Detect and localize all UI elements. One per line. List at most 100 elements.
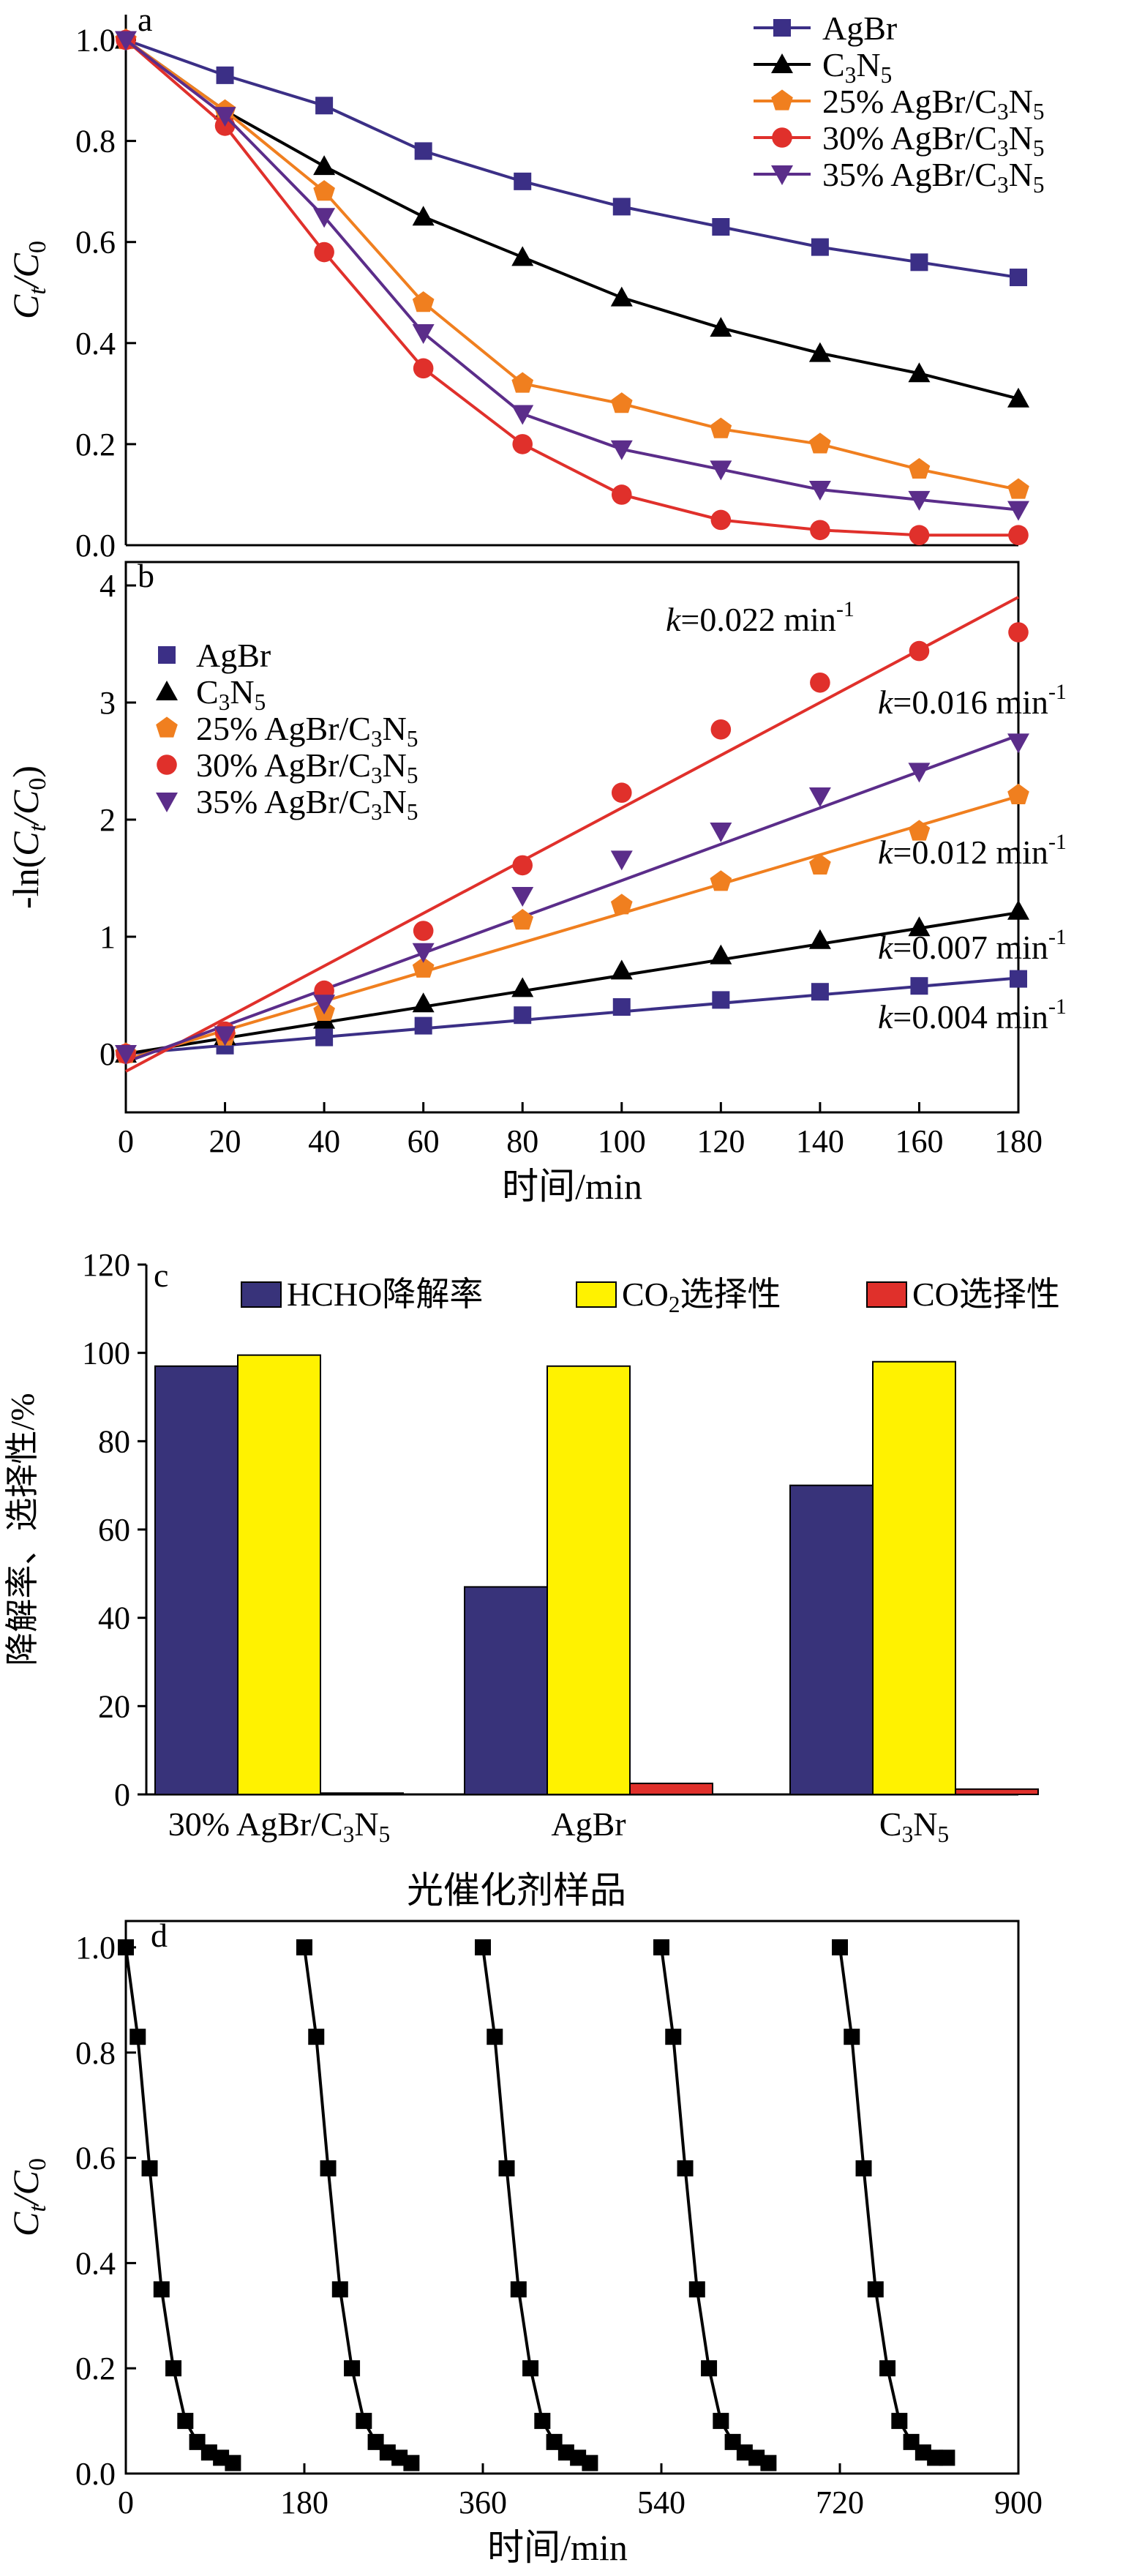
panel-b-y-tick-label: 4 [99, 568, 116, 604]
panel-c-bar-0-0 [154, 1365, 239, 1796]
panel-a-legend-label-3: 30% AgBr/C3N5 [822, 119, 1044, 161]
panel-b-x-tick-label: 0 [118, 1123, 134, 1159]
panel-a-legend-label-1-part: N [856, 46, 880, 83]
panel-b-k-value: =0.022 min [680, 601, 836, 638]
panel-c-category-label-0-part: 30% AgBr/C [168, 1805, 343, 1843]
panel-a-point-0-5 [612, 198, 631, 216]
panel-d-y-label-sub2: 0 [24, 2158, 51, 2171]
panel-d-x-label: 时间/min [487, 2527, 628, 2568]
panel-b-legend-label-3-part: 30% AgBr/C [196, 746, 371, 784]
panel-a-series-line-3 [124, 39, 1018, 537]
panel-d-point-0-0 [118, 1939, 134, 1955]
panel-a-legend-label-2: 25% AgBr/C3N5 [822, 83, 1044, 124]
panel-a-point-0-4 [514, 172, 532, 190]
panel-a-y-label-sub2: 0 [24, 241, 51, 253]
panel-b-x-tick-label: 60 [407, 1123, 440, 1159]
panel-a-y-tick-label: 0.0 [75, 528, 116, 564]
panel-b-legend-label-3-part: N [383, 746, 407, 784]
panel-d-point-4-5 [891, 2413, 908, 2430]
panel-b-legend-label-1-part: C [196, 673, 219, 711]
panel-c-legend-label-1-part: 2 [669, 1292, 680, 1317]
panel-b-point-2-6 [710, 870, 732, 891]
panel-b-legend-label-4-part: 5 [407, 799, 418, 825]
panel-b-fit-line-0 [125, 976, 1019, 1055]
panel-a-point-4-7 [808, 481, 831, 501]
panel-a-point-1-3 [412, 206, 435, 226]
panel-a-series-line-2 [124, 38, 1019, 492]
panel-d-point-1-0 [296, 1939, 312, 1955]
panel-b-y-tick-label: 2 [99, 802, 116, 838]
panel-a-point-3-9 [1008, 525, 1029, 545]
panel-a-point-3-3 [413, 358, 434, 379]
panel-c-category-label-2-part: C [879, 1805, 902, 1843]
panel-d-point-3-2 [677, 2160, 694, 2176]
panel-c-category-label-0-part: N [354, 1805, 378, 1843]
panel-c-legend-label-0-part: HCHO降解率 [287, 1276, 483, 1313]
panel-c-y-label: 降解率、选择性/% [4, 1393, 41, 1666]
panel-d-point-1-1 [308, 2029, 325, 2045]
panel-a-legend-label-3-part: 5 [1033, 135, 1045, 161]
panel-b-legend-label-0-part: AgBr [196, 637, 271, 674]
panel-b-point-4-6 [710, 823, 732, 842]
panel-d-frame [124, 1920, 1020, 2475]
panel-d-point-1-5 [356, 2413, 372, 2430]
panel-b-legend-label-2-part: N [383, 710, 407, 747]
panel-a-legend-label-0-part: AgBr [822, 10, 897, 47]
panel-b-point-3-4 [512, 855, 533, 876]
panel-b-k-exp: -1 [1048, 830, 1067, 854]
panel-a-point-4-4 [511, 405, 534, 425]
panel-d-x-tick-label: 720 [816, 2485, 864, 2520]
panel-b-fit-line-3 [125, 596, 1019, 1073]
panel-a-point-2-4 [511, 372, 534, 393]
panel-c-category-label-1: AgBr [551, 1805, 626, 1843]
panel-a-legend-label-4-part: 5 [1033, 172, 1045, 198]
panel-b-fit-line-1 [125, 911, 1019, 1055]
panel-b-point-1-4 [511, 977, 534, 997]
panel-a-point-4-0 [115, 31, 137, 51]
panel-a-point-0-3 [414, 142, 432, 160]
panel-a-point-1-5 [610, 286, 633, 307]
panel-a-legend-label-4-part: 35% AgBr/C [822, 156, 997, 193]
panel-b-point-3-6 [710, 719, 732, 740]
panel-a-y-tick-label: 0.4 [75, 326, 116, 362]
panel-c-legend-label-0: HCHO降解率 [287, 1276, 483, 1313]
panel-a-legend-label-2-part: N [1009, 83, 1033, 120]
panel-b-k-value: =0.004 min [893, 998, 1048, 1036]
panel-a-point-0-8 [910, 253, 928, 272]
panel-d-point-0-5 [177, 2413, 194, 2430]
panel-a-legend-label-1: C3N5 [822, 46, 892, 88]
panel-a-legend-label-2-part: 25% AgBr/C [822, 83, 997, 120]
panel-b-legend-label-4: 35% AgBr/C3N5 [196, 783, 418, 825]
panel-a-y-label-sub: t [24, 287, 51, 295]
panel-b-point-4-1 [214, 1026, 236, 1046]
panel-b-point-4-9 [1007, 733, 1029, 754]
panel-d-point-1-3 [331, 2281, 348, 2298]
panel-c-category-label-0-part: 3 [343, 1821, 355, 1847]
panel-b-point-1-3 [412, 992, 435, 1013]
panel-b-legend-label-2: 25% AgBr/C3N5 [196, 710, 418, 752]
panel-a-legend-label-0: AgBr [822, 10, 897, 47]
panel-b-point-2-4 [511, 909, 534, 930]
panel-d-point-2-2 [498, 2160, 515, 2176]
panel-a-point-1-6 [710, 317, 732, 337]
panel-d-cycle-line-0 [124, 1947, 234, 2465]
panel-b-frame [124, 561, 1020, 1114]
panel-b-k-label-2: k=0.012 min-1 [878, 830, 1067, 871]
panel-a-point-1-2 [313, 155, 336, 176]
panel-d-point-0-9 [225, 2455, 241, 2471]
panel-b-k-symbol: k [878, 684, 894, 721]
panel-b-point-3-7 [810, 673, 830, 693]
panel-a-point-2-3 [412, 291, 435, 312]
panel-a-legend-label-1-part: 3 [845, 62, 857, 88]
panel-a-point-0-9 [1010, 269, 1027, 287]
panel-d-x-tick-label: 180 [280, 2485, 328, 2520]
panel-b-point-4-5 [610, 850, 633, 871]
panel-b-k-exp: -1 [1048, 925, 1067, 949]
panel-a-legend-marker-3 [772, 127, 792, 148]
panel-b-point-4-8 [908, 763, 931, 783]
panel-b-legend-label-3-part: 5 [407, 763, 418, 788]
panel-b-point-0-5 [612, 998, 631, 1016]
panel-a-legend-label-3-part: 3 [997, 135, 1009, 161]
panel-b-legend-label-4-part: 3 [371, 799, 383, 825]
panel-b-legend-label-0: AgBr [196, 637, 271, 674]
